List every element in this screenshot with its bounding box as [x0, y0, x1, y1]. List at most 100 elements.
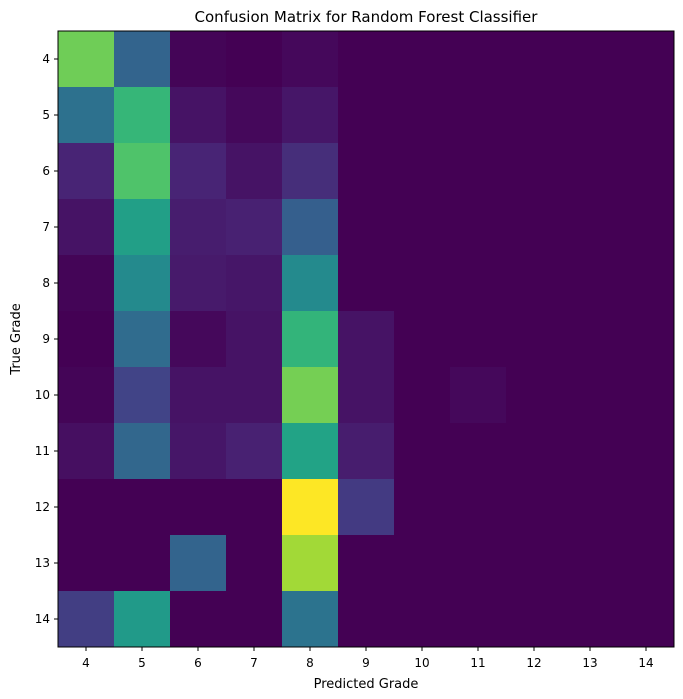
heatmap-cell: [618, 591, 675, 648]
chart-title: Confusion Matrix for Random Forest Class…: [195, 8, 539, 26]
heatmap-cell: [562, 31, 619, 88]
x-tick-label: 5: [138, 656, 146, 670]
heatmap-cell: [562, 535, 619, 592]
heatmap-cell: [58, 591, 115, 648]
heatmap-cell: [170, 87, 227, 144]
heatmap-cell: [506, 367, 563, 424]
heatmap-cell: [394, 367, 451, 424]
x-axis-ticks: 4 5 6 7 8 9 10 11 12 13 14: [82, 647, 654, 670]
heatmap-cell: [450, 423, 507, 480]
heatmap-cell: [114, 199, 171, 256]
heatmap-cell: [58, 423, 115, 480]
heatmap-cell: [58, 479, 115, 536]
heatmap-cell: [170, 367, 227, 424]
heatmap-cell: [338, 367, 395, 424]
heatmap-cell: [506, 199, 563, 256]
heatmap-cell: [506, 591, 563, 648]
heatmap-cell: [114, 311, 171, 368]
heatmap-cell: [114, 255, 171, 312]
heatmap-cell: [170, 479, 227, 536]
heatmap-cell: [450, 479, 507, 536]
heatmap-cell: [170, 255, 227, 312]
heatmap-cell: [338, 311, 395, 368]
heatmap-cell: [394, 535, 451, 592]
x-tick-label: 11: [470, 656, 485, 670]
heatmap-cell: [506, 423, 563, 480]
heatmap-cell: [282, 591, 339, 648]
heatmap-cell: [226, 535, 283, 592]
heatmap-cell: [226, 31, 283, 88]
heatmap-cell: [226, 367, 283, 424]
x-tick-label: 7: [250, 656, 258, 670]
heatmap-cell: [114, 143, 171, 200]
y-tick-label: 9: [42, 332, 50, 346]
heatmap-cell: [226, 479, 283, 536]
heatmap-cell: [226, 255, 283, 312]
heatmap-cell: [506, 255, 563, 312]
heatmap-cell: [114, 31, 171, 88]
heatmap-cell: [394, 591, 451, 648]
heatmap-cell: [618, 87, 675, 144]
heatmap-cell: [562, 255, 619, 312]
y-tick-label: 8: [42, 276, 50, 290]
heatmap-cell: [562, 423, 619, 480]
heatmap-cell: [338, 423, 395, 480]
heatmap-cell: [394, 423, 451, 480]
heatmap-cell: [282, 311, 339, 368]
heatmap-cell: [170, 535, 227, 592]
heatmap-cell: [562, 367, 619, 424]
x-tick-label: 8: [306, 656, 314, 670]
heatmap-cell: [506, 31, 563, 88]
heatmap-cell: [450, 31, 507, 88]
heatmap-cell: [618, 143, 675, 200]
heatmap-cell: [58, 311, 115, 368]
heatmap-cell: [394, 31, 451, 88]
y-tick-label: 13: [35, 556, 50, 570]
heatmap-cells: [58, 31, 675, 648]
heatmap-cell: [170, 311, 227, 368]
heatmap-cell: [450, 87, 507, 144]
heatmap-cell: [618, 423, 675, 480]
heatmap-cell: [618, 311, 675, 368]
heatmap-cell: [506, 311, 563, 368]
heatmap-cell: [282, 143, 339, 200]
heatmap-cell: [562, 479, 619, 536]
heatmap-cell: [394, 479, 451, 536]
heatmap-cell: [170, 199, 227, 256]
heatmap-cell: [58, 255, 115, 312]
heatmap-cell: [450, 143, 507, 200]
heatmap-cell: [394, 143, 451, 200]
y-tick-label: 14: [35, 612, 50, 626]
y-tick-label: 7: [42, 220, 50, 234]
heatmap-cell: [282, 255, 339, 312]
heatmap-cell: [58, 535, 115, 592]
heatmap-cell: [58, 199, 115, 256]
heatmap-cell: [506, 143, 563, 200]
heatmap-cell: [226, 591, 283, 648]
y-tick-label: 6: [42, 164, 50, 178]
heatmap-cell: [618, 535, 675, 592]
heatmap-cell: [58, 143, 115, 200]
heatmap-cell: [170, 423, 227, 480]
y-axis-ticks: 4 5 6 7 8 9 10 11 12 13 14: [35, 52, 58, 626]
heatmap-cell: [338, 479, 395, 536]
heatmap-cell: [114, 479, 171, 536]
heatmap-cell: [562, 87, 619, 144]
y-tick-label: 10: [35, 388, 50, 402]
heatmap-cell: [618, 31, 675, 88]
heatmap-cell: [226, 199, 283, 256]
heatmap-cell: [450, 311, 507, 368]
heatmap-cell: [170, 143, 227, 200]
heatmap-cell: [506, 87, 563, 144]
heatmap-cell: [562, 199, 619, 256]
heatmap-cell: [450, 535, 507, 592]
heatmap-cell: [170, 591, 227, 648]
heatmap-cell: [282, 367, 339, 424]
heatmap-cell: [226, 87, 283, 144]
heatmap-cell: [450, 199, 507, 256]
heatmap-cell: [618, 367, 675, 424]
y-axis-label: True Grade: [9, 303, 24, 375]
heatmap-cell: [506, 479, 563, 536]
heatmap-cell: [58, 87, 115, 144]
